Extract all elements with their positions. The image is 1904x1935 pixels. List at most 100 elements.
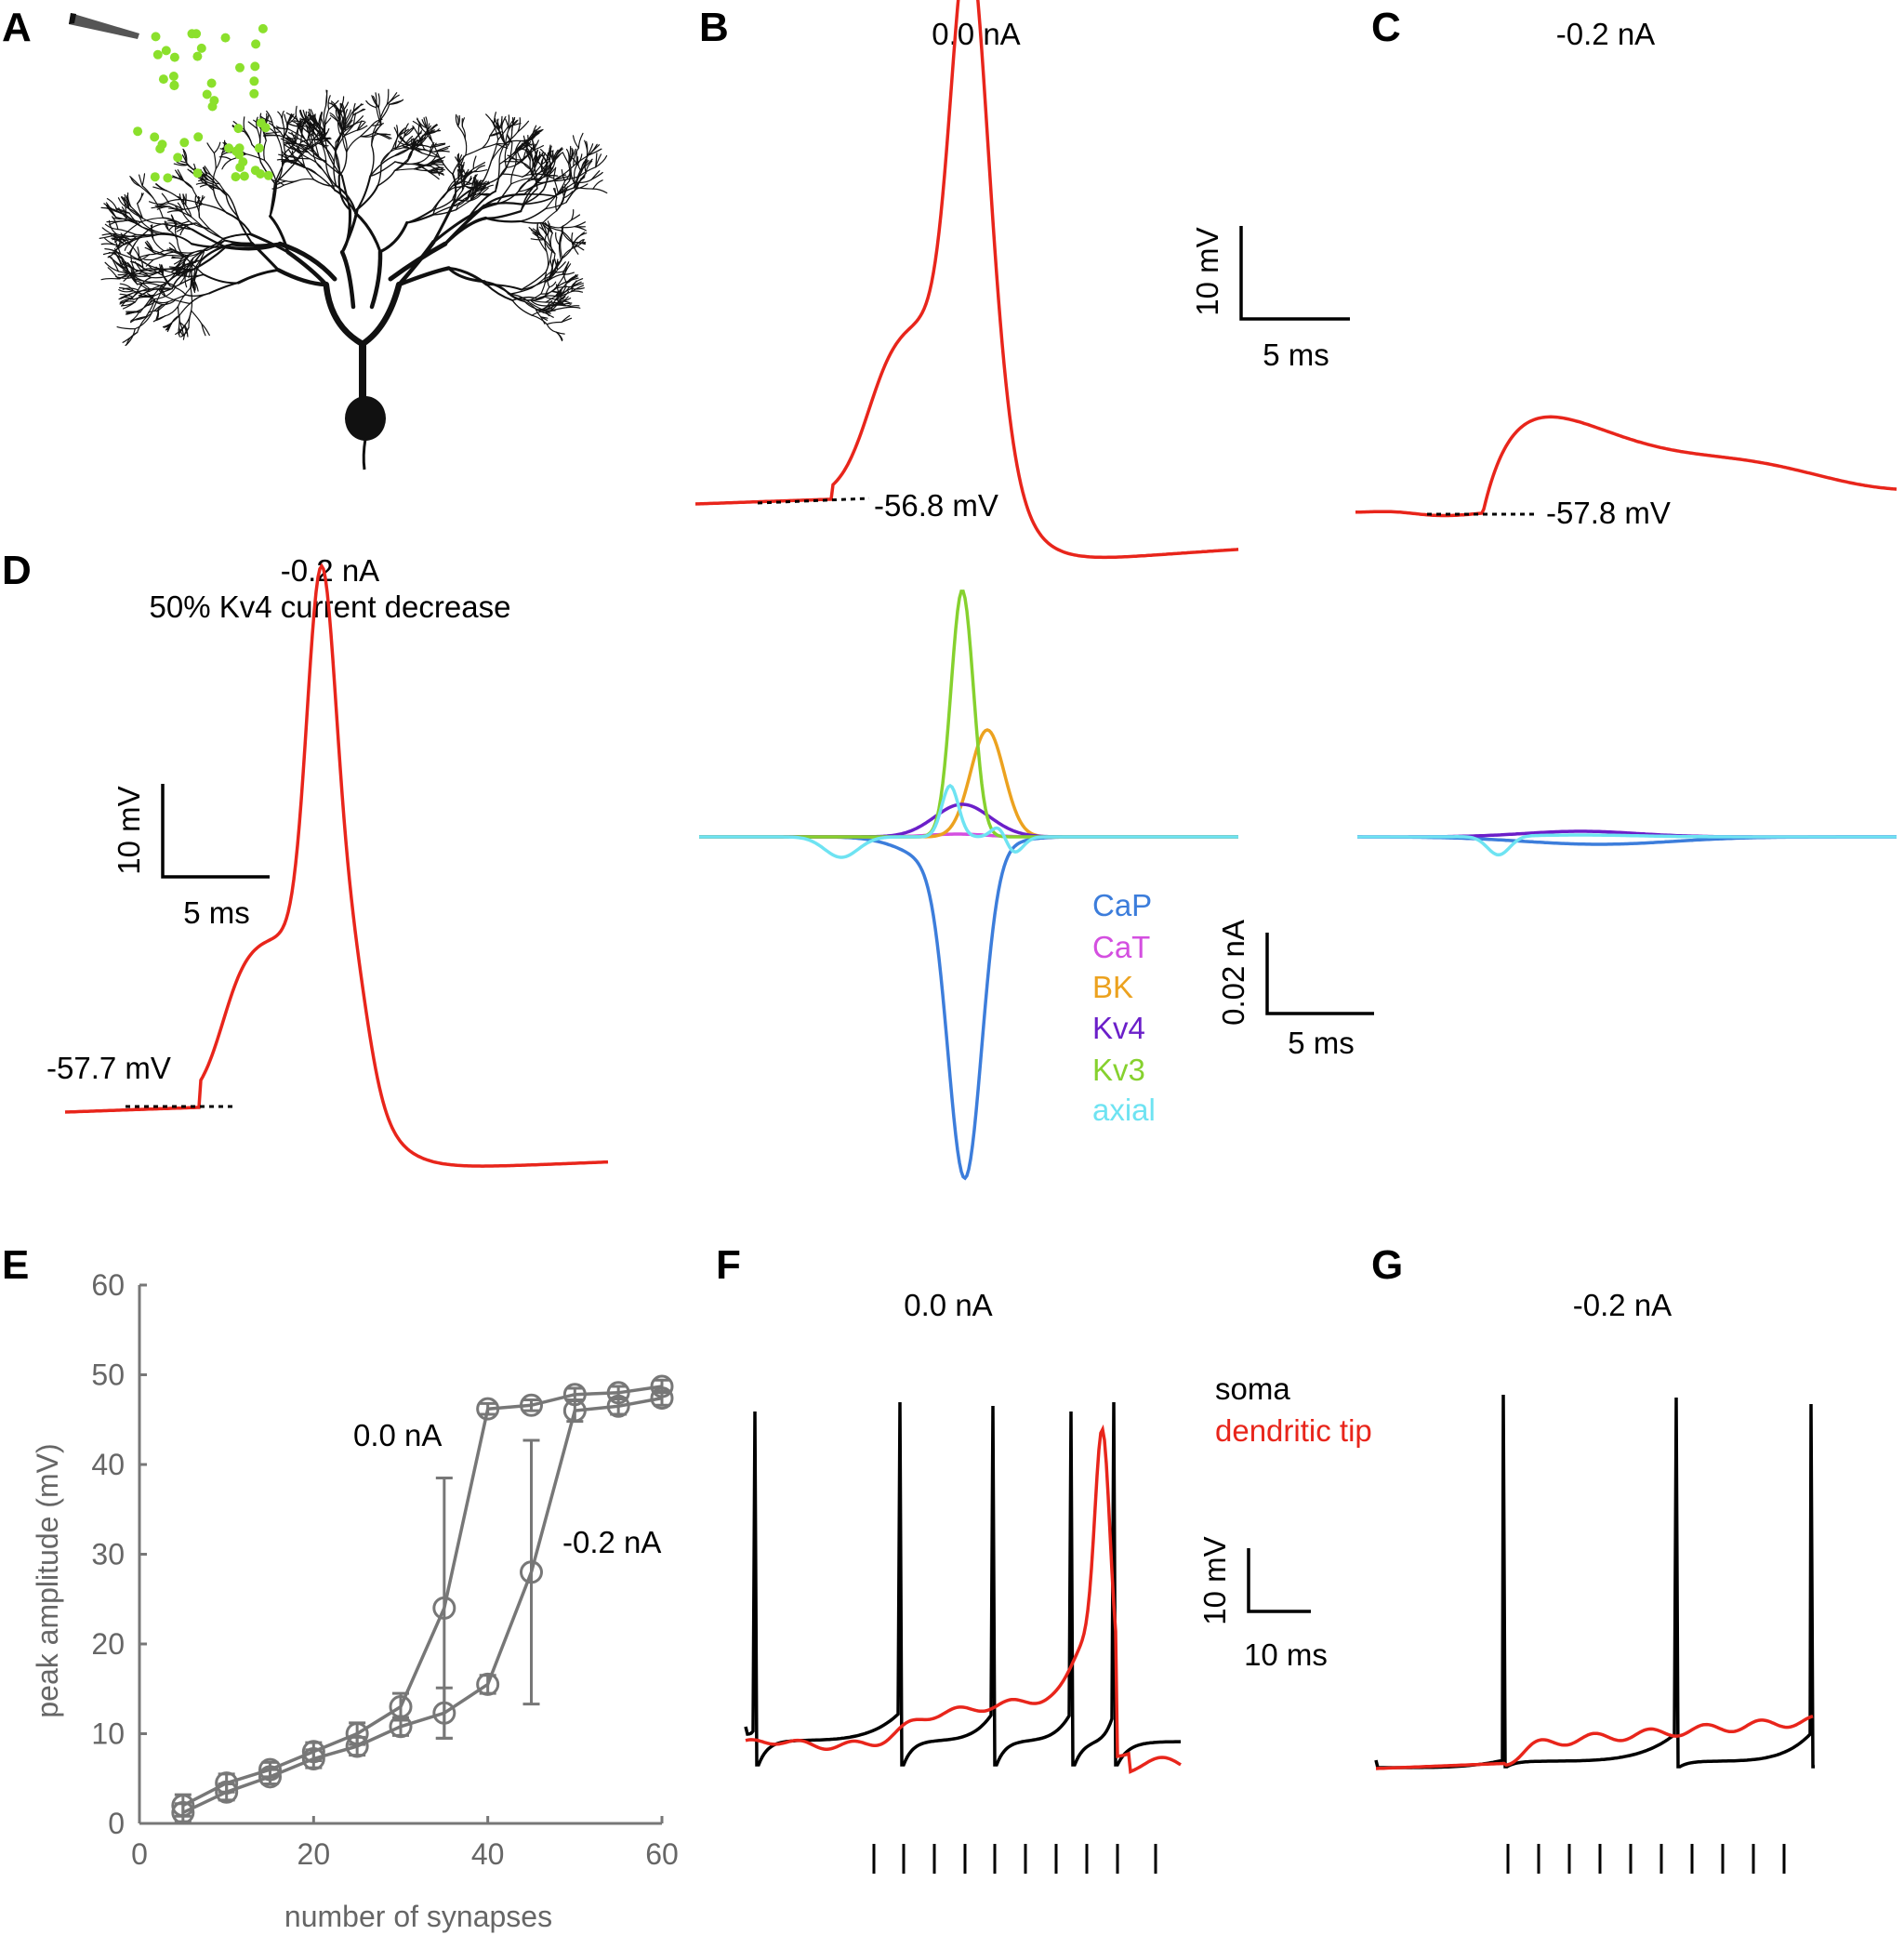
data-point <box>476 1397 500 1421</box>
fg-voltage-scalebar: 10 mV 10 ms <box>1197 1536 1328 1672</box>
fg-legend-dendrite: dendritic tip <box>1215 1413 1372 1448</box>
y-tick-label: 20 <box>91 1627 125 1661</box>
synapse-dot <box>224 143 234 153</box>
synapse-dot <box>256 169 266 179</box>
y-tick-label: 60 <box>91 1268 125 1302</box>
bc-current-scalebar-t: 5 ms <box>1288 1026 1355 1060</box>
synapse-dot <box>263 170 273 180</box>
purkinje-neuron-icon <box>99 88 608 470</box>
synapse-dot <box>249 88 259 99</box>
current-trace-c-axial <box>1357 833 1897 857</box>
synapse-dot <box>169 52 179 62</box>
chart-series <box>171 1374 674 1824</box>
panel-c-baseline-label: -57.8 mV <box>1546 496 1671 530</box>
panel-e-label: E <box>2 1242 29 1288</box>
synapse-dot <box>155 144 165 153</box>
synapse-dot <box>231 172 241 182</box>
data-point <box>650 1386 674 1411</box>
synapse-dot <box>168 72 178 81</box>
synapse-dot <box>163 173 173 183</box>
current-trace-axial <box>699 783 1238 859</box>
data-point <box>520 1560 543 1584</box>
synapse-dot <box>193 132 204 142</box>
d-voltage-scalebar-v: 10 mV <box>112 786 146 874</box>
panel-d-condition: -0.2 nA <box>281 553 379 588</box>
current-trace-bk <box>699 728 1238 839</box>
synapse-dots <box>133 23 273 183</box>
legend-kv3: Kv3 <box>1092 1053 1145 1087</box>
panel-b-condition: 0.0 nA <box>932 17 1020 51</box>
d-voltage-scalebar: 10 mV 5 ms <box>112 784 270 930</box>
synapse-dot <box>158 74 168 85</box>
bc-voltage-scalebar-v: 10 mV <box>1190 227 1224 315</box>
x-tick-label: 0 <box>131 1837 148 1871</box>
panel-c-label: C <box>1371 5 1401 50</box>
bc-voltage-scalebar: 10 mV 5 ms <box>1190 226 1350 372</box>
panel-b-label: B <box>699 5 729 50</box>
data-point <box>258 1765 282 1789</box>
bc-current-scalebar-v: 0.02 nA <box>1216 920 1250 1026</box>
series-line-0 <box>182 1385 663 1808</box>
panel-g-condition: -0.2 nA <box>1573 1288 1672 1322</box>
series-label-0nA: 0.0 nA <box>353 1418 442 1452</box>
panel-f-label: F <box>716 1242 741 1288</box>
data-point <box>476 1672 500 1696</box>
synapse-dot <box>150 132 160 142</box>
legend-axial: axial <box>1092 1093 1156 1127</box>
fg-voltage-scalebar-v: 10 mV <box>1197 1536 1232 1624</box>
synapse-dot <box>192 51 203 61</box>
panel-c-currents <box>1357 829 1897 857</box>
chart-ylabel: peak amplitude (mV) <box>31 1443 64 1717</box>
synapse-dot <box>251 39 261 49</box>
panel-f-condition: 0.0 nA <box>904 1288 992 1322</box>
legend-bk: BK <box>1092 970 1133 1004</box>
synapse-dot <box>192 168 203 179</box>
y-tick-label: 40 <box>91 1448 125 1481</box>
x-tick-label: 60 <box>645 1837 679 1871</box>
panel-d-voltage-trace <box>64 563 609 1168</box>
synapse-dot <box>220 33 231 43</box>
synapse-dot <box>161 46 171 56</box>
current-legend: CaP CaT BK Kv4 Kv3 axial <box>1092 888 1156 1127</box>
data-point <box>301 1747 325 1771</box>
y-tick-label: 50 <box>91 1358 125 1392</box>
series-label-minus02nA: -0.2 nA <box>562 1525 661 1559</box>
pipette-icon <box>69 13 139 39</box>
data-point <box>520 1393 543 1417</box>
chart-xlabel: number of synapses <box>284 1900 552 1933</box>
synapse-dot <box>150 172 160 182</box>
panel-e-chart: 0 20 40 60 0 10 20 30 40 50 60 <box>91 1268 678 1871</box>
panel-g-label: G <box>1371 1242 1403 1288</box>
current-trace-cap <box>699 835 1238 1181</box>
panel-g-dendrite-trace <box>1375 1715 1814 1770</box>
synapse-dot <box>207 101 218 112</box>
synapse-dot <box>206 78 217 88</box>
synapse-dot <box>187 29 197 39</box>
synapse-dot <box>179 138 190 148</box>
current-trace-kv3 <box>699 590 1238 839</box>
panel-b-baseline-label: -56.8 mV <box>874 488 998 523</box>
legend-cat: CaT <box>1092 930 1150 964</box>
chart-axes: 0 20 40 60 0 10 20 30 40 50 60 <box>91 1268 678 1871</box>
y-tick-label: 30 <box>91 1538 125 1571</box>
synapse-dot <box>254 143 264 153</box>
data-point <box>432 1701 456 1725</box>
synapse-dot <box>239 171 249 181</box>
synapse-dot <box>202 89 212 99</box>
panel-d-label: D <box>2 548 32 593</box>
panel-f-stimulus-ticks <box>872 1844 1157 1874</box>
synapse-dot <box>260 123 271 133</box>
d-voltage-scalebar-t: 5 ms <box>183 895 250 930</box>
panel-f-dendrite-trace <box>745 1424 1182 1774</box>
data-point <box>215 1780 239 1804</box>
synapse-dot <box>234 150 245 160</box>
synapse-dot <box>169 80 179 90</box>
synapse-dot <box>233 124 244 134</box>
legend-kv4: Kv4 <box>1092 1011 1145 1045</box>
legend-cap: CaP <box>1092 888 1152 922</box>
data-point <box>389 1715 413 1739</box>
x-tick-label: 20 <box>298 1837 331 1871</box>
panel-a-label: A <box>2 5 32 50</box>
data-point <box>171 1800 195 1824</box>
data-point <box>606 1394 630 1418</box>
